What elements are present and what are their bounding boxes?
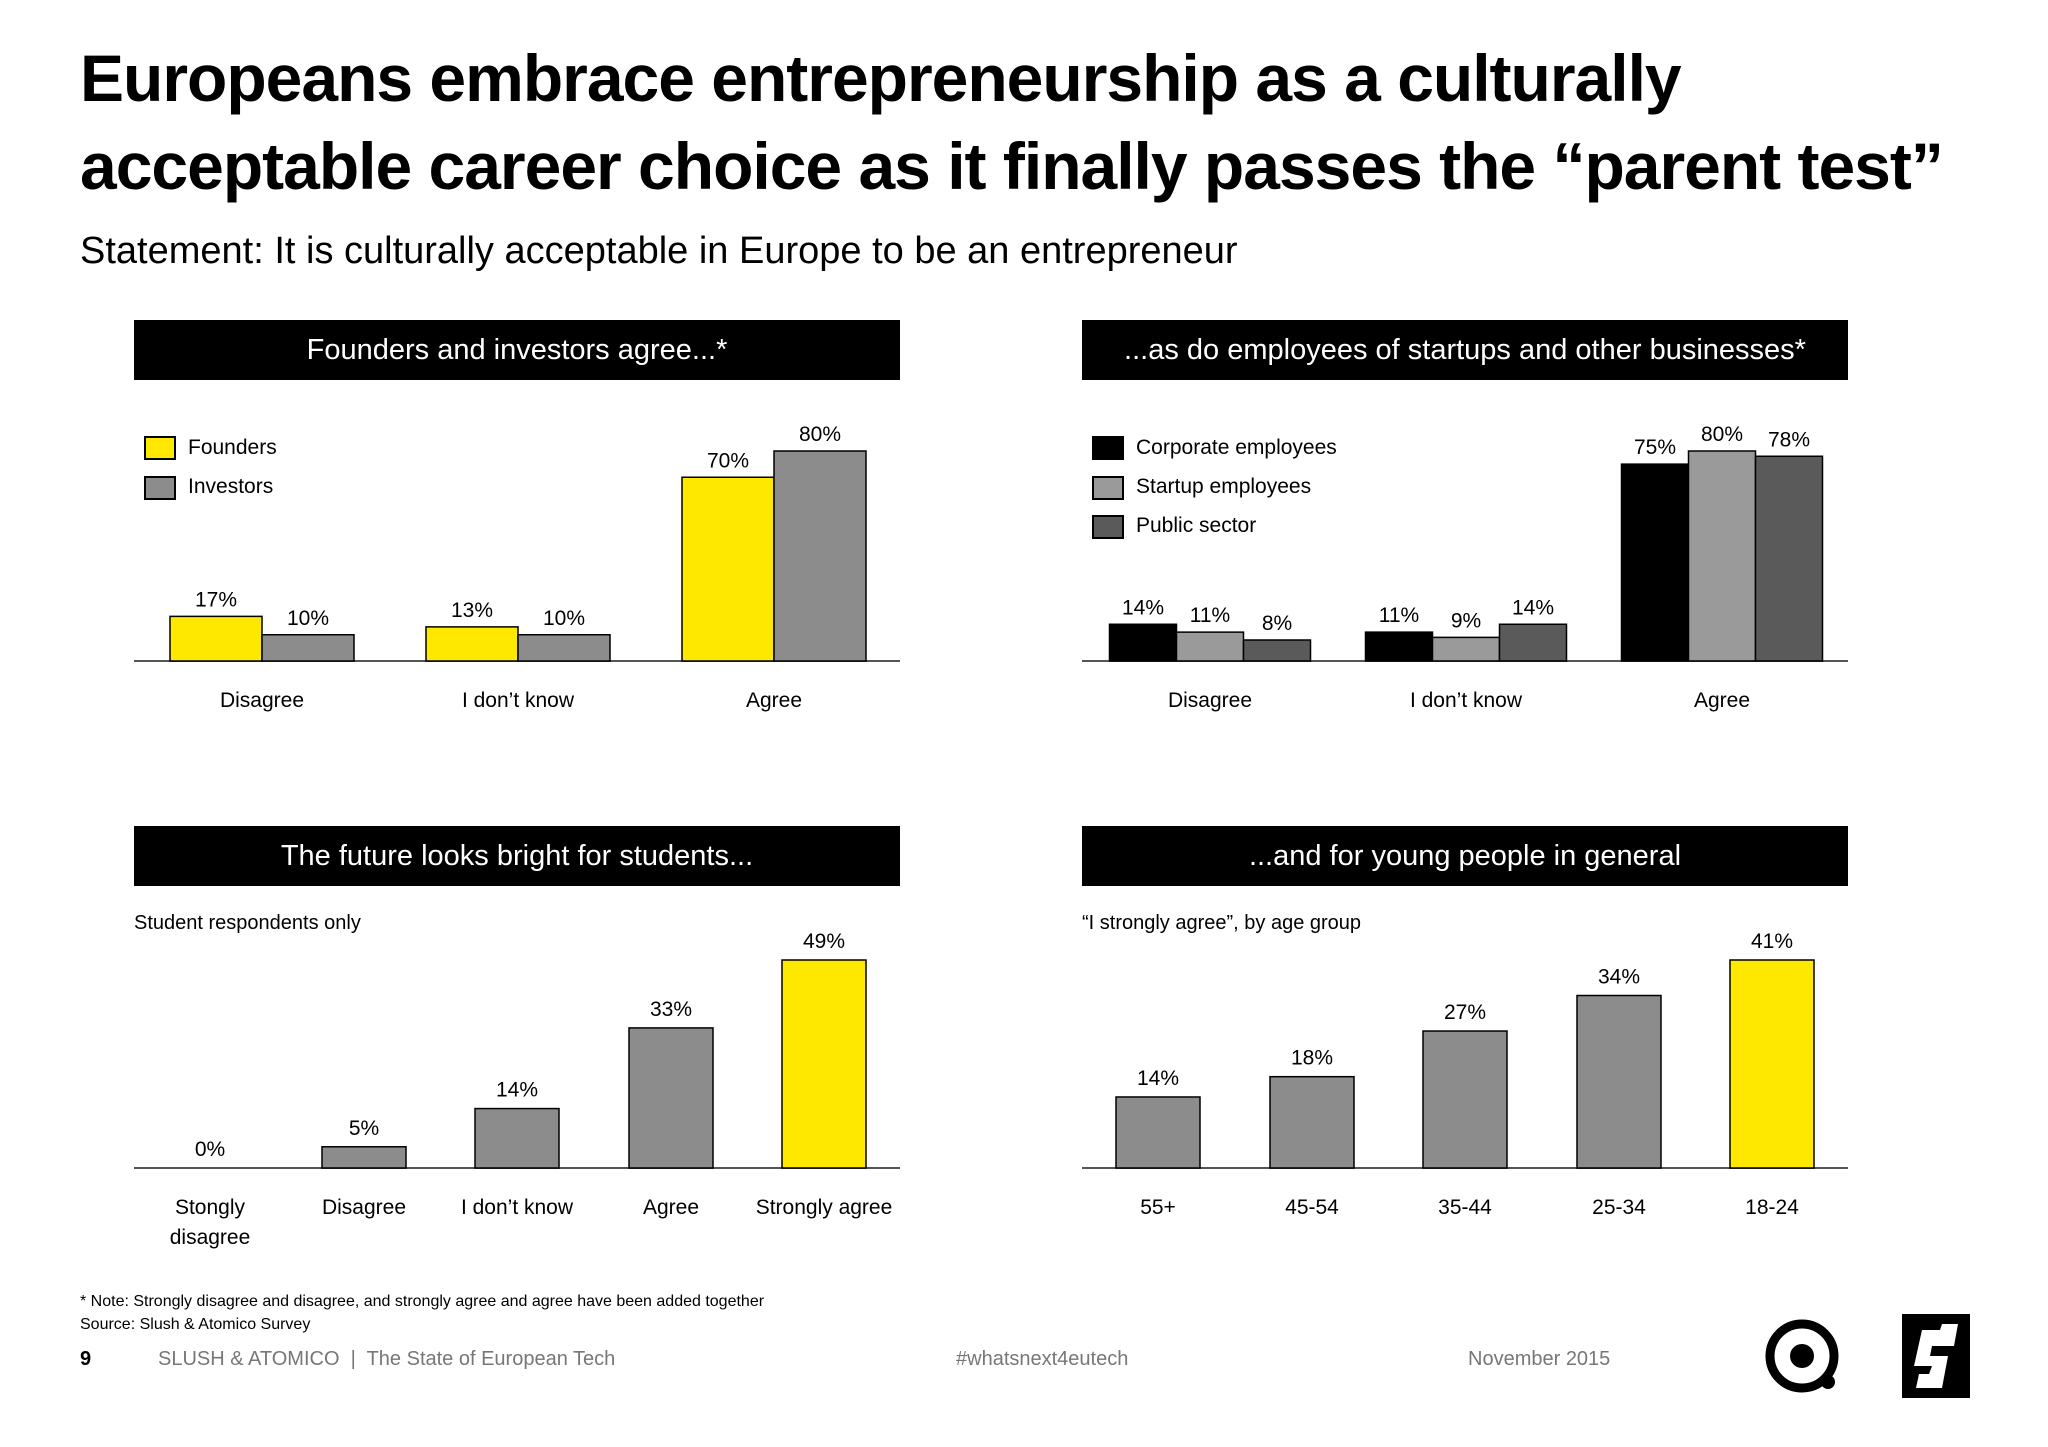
bar-investors-disagree xyxy=(261,634,355,662)
data-label-founders-agree: 70% xyxy=(707,449,749,472)
x-tick-label-i-don-t-know: I don’t know xyxy=(462,689,575,712)
x-tick-label-25-34: 25-34 xyxy=(1592,1196,1646,1219)
legend-label-investors: Investors xyxy=(188,475,274,498)
bar-founders-agree xyxy=(681,476,775,662)
legend-label-startup: Startup employees xyxy=(1136,475,1312,498)
panel-founders-investors: Founders and investors agree...* Founder… xyxy=(134,320,900,800)
footer-left: SLUSH & ATOMICO | The State of European … xyxy=(158,1348,616,1370)
slush-logo xyxy=(1902,1314,1970,1398)
legend-label-founders: Founders xyxy=(188,436,277,459)
panel-note: Student respondents only xyxy=(134,912,361,934)
x-tick-label-55: 55+ xyxy=(1140,1196,1176,1219)
legend-label-public: Public sector xyxy=(1136,514,1257,537)
panel-employees: ...as do employees of startups and other… xyxy=(1082,320,1848,800)
x-tick-label-45-54: 45-54 xyxy=(1285,1196,1339,1219)
x-tick-label-stongly-disagree: Stongly disagree xyxy=(170,1196,251,1249)
data-label-i-don-t-know: 14% xyxy=(496,1079,538,1102)
bar-corporate-employees-agree xyxy=(1620,463,1690,662)
legend-swatch-investors xyxy=(144,476,176,500)
data-label-startup-employees-i-don-t-know: 9% xyxy=(1451,609,1481,632)
x-tick-label-agree: Agree xyxy=(1694,689,1750,712)
data-label-public-sector-disagree: 8% xyxy=(1262,612,1292,635)
page-subtitle: Statement: It is culturally acceptable i… xyxy=(80,230,1238,272)
x-tick-label-35-44: 35-44 xyxy=(1438,1196,1492,1219)
bar-strongly-agree xyxy=(781,959,867,1169)
bar-35-44 xyxy=(1422,1030,1508,1169)
bar-founders-i-don-t-know xyxy=(425,626,519,662)
bar-45-54 xyxy=(1269,1075,1355,1169)
data-label-investors-i-don-t-know: 10% xyxy=(543,607,585,630)
x-tick-label-agree: Agree xyxy=(746,689,802,712)
footer-date: November 2015 xyxy=(1468,1348,1611,1370)
data-label-35-44: 27% xyxy=(1444,1001,1486,1024)
bar-startup-employees-disagree xyxy=(1175,631,1245,662)
data-label-startup-employees-disagree: 11% xyxy=(1190,604,1230,627)
data-label-agree: 33% xyxy=(650,998,692,1021)
data-label-18-24: 41% xyxy=(1751,930,1793,953)
data-label-corporate-employees-agree: 75% xyxy=(1634,436,1676,459)
atomico-logo xyxy=(1765,1319,1839,1393)
bar-public-sector-i-don-t-know xyxy=(1498,623,1568,662)
page-title: Europeans embrace entrepreneurship as a … xyxy=(80,41,1944,203)
panel-note: “I strongly agree”, by age group xyxy=(1082,912,1362,934)
bar-25-34 xyxy=(1576,994,1662,1169)
bar-corporate-employees-i-don-t-know xyxy=(1364,631,1434,662)
data-label-stongly-disagree: 0% xyxy=(195,1138,225,1161)
data-label-investors-disagree: 10% xyxy=(287,607,329,630)
data-label-disagree: 5% xyxy=(349,1117,379,1140)
footnote-source: Source: Slush & Atomico Survey xyxy=(80,1316,311,1333)
data-label-25-34: 34% xyxy=(1598,966,1640,989)
panel-banner: ...and for young people in general xyxy=(1082,826,1848,886)
x-tick-label-strongly-agree: Strongly agree xyxy=(756,1196,893,1219)
bar-agree xyxy=(628,1027,714,1169)
legend-swatch-corporate xyxy=(1092,436,1124,460)
bar-i-don-t-know xyxy=(474,1107,560,1169)
data-label-public-sector-agree: 78% xyxy=(1768,428,1810,451)
bar-corporate-employees-disagree xyxy=(1108,623,1178,662)
bar-startup-employees-agree xyxy=(1687,450,1757,662)
bar-public-sector-disagree xyxy=(1242,639,1312,662)
chart-founders-investors: 17% 10% Disagree 13% 10% I don’t know 70% 80% Ag… xyxy=(134,423,900,712)
legend-label-corporate: Corporate employees xyxy=(1136,436,1337,459)
x-tick-label-i-don-t-know: I don’t know xyxy=(1410,689,1523,712)
data-label-founders-i-don-t-know: 13% xyxy=(451,599,493,622)
legend-swatch-public xyxy=(1092,515,1124,539)
x-tick-label-agree: Agree xyxy=(643,1196,699,1219)
bar-investors-agree xyxy=(773,450,867,662)
panel-banner: The future looks bright for students... xyxy=(134,826,900,886)
footnote-note: * Note: Strongly disagree and disagree, … xyxy=(80,1293,765,1310)
x-tick-label-18-24: 18-24 xyxy=(1745,1196,1799,1219)
data-label-startup-employees-agree: 80% xyxy=(1701,423,1743,446)
bar-public-sector-agree xyxy=(1754,455,1824,662)
page-number: 9 xyxy=(80,1348,92,1370)
x-tick-label-disagree: Disagree xyxy=(322,1196,406,1219)
data-label-45-54: 18% xyxy=(1291,1047,1333,1070)
chart-age-groups: 14% 55+ 18% 45-54 27% 35-44 34% 25-34 41% 18-24 xyxy=(1082,930,1848,1219)
x-tick-label-i-don-t-know: I don’t know xyxy=(461,1196,574,1219)
data-label-investors-agree: 80% xyxy=(799,423,841,446)
panel-banner: ...as do employees of startups and other… xyxy=(1082,320,1848,380)
bar-55 xyxy=(1115,1096,1201,1169)
panel-banner: Founders and investors agree...* xyxy=(134,320,900,380)
x-tick-label-disagree: Disagree xyxy=(220,689,304,712)
bar-18-24 xyxy=(1729,959,1815,1169)
data-label-corporate-employees-disagree: 14% xyxy=(1122,596,1164,619)
data-label-55: 14% xyxy=(1137,1067,1179,1090)
chart-employees: 14% 11% 8% Disagree 11% 9% 14% I don’t know 75% 8… xyxy=(1082,423,1848,712)
data-label-corporate-employees-i-don-t-know: 11% xyxy=(1379,604,1419,627)
chart-students: 0% Stongly disagree 5% Disagree 14% I don’t kn… xyxy=(134,930,900,1249)
panel-students: The future looks bright for students... … xyxy=(134,826,900,1306)
bar-disagree xyxy=(321,1146,407,1169)
legend-swatch-startup xyxy=(1092,476,1124,500)
data-label-strongly-agree: 49% xyxy=(803,930,845,953)
data-label-founders-disagree: 17% xyxy=(195,588,237,611)
legend-swatch-founders xyxy=(144,436,176,460)
bar-founders-disagree xyxy=(169,615,263,662)
bar-investors-i-don-t-know xyxy=(517,634,611,662)
bar-startup-employees-i-don-t-know xyxy=(1431,636,1501,662)
data-label-public-sector-i-don-t-know: 14% xyxy=(1512,596,1554,619)
panel-age-groups: ...and for young people in general “I st… xyxy=(1082,826,1848,1306)
x-tick-label-disagree: Disagree xyxy=(1168,689,1252,712)
footer-hashtag: #whatsnext4eutech xyxy=(956,1348,1129,1370)
